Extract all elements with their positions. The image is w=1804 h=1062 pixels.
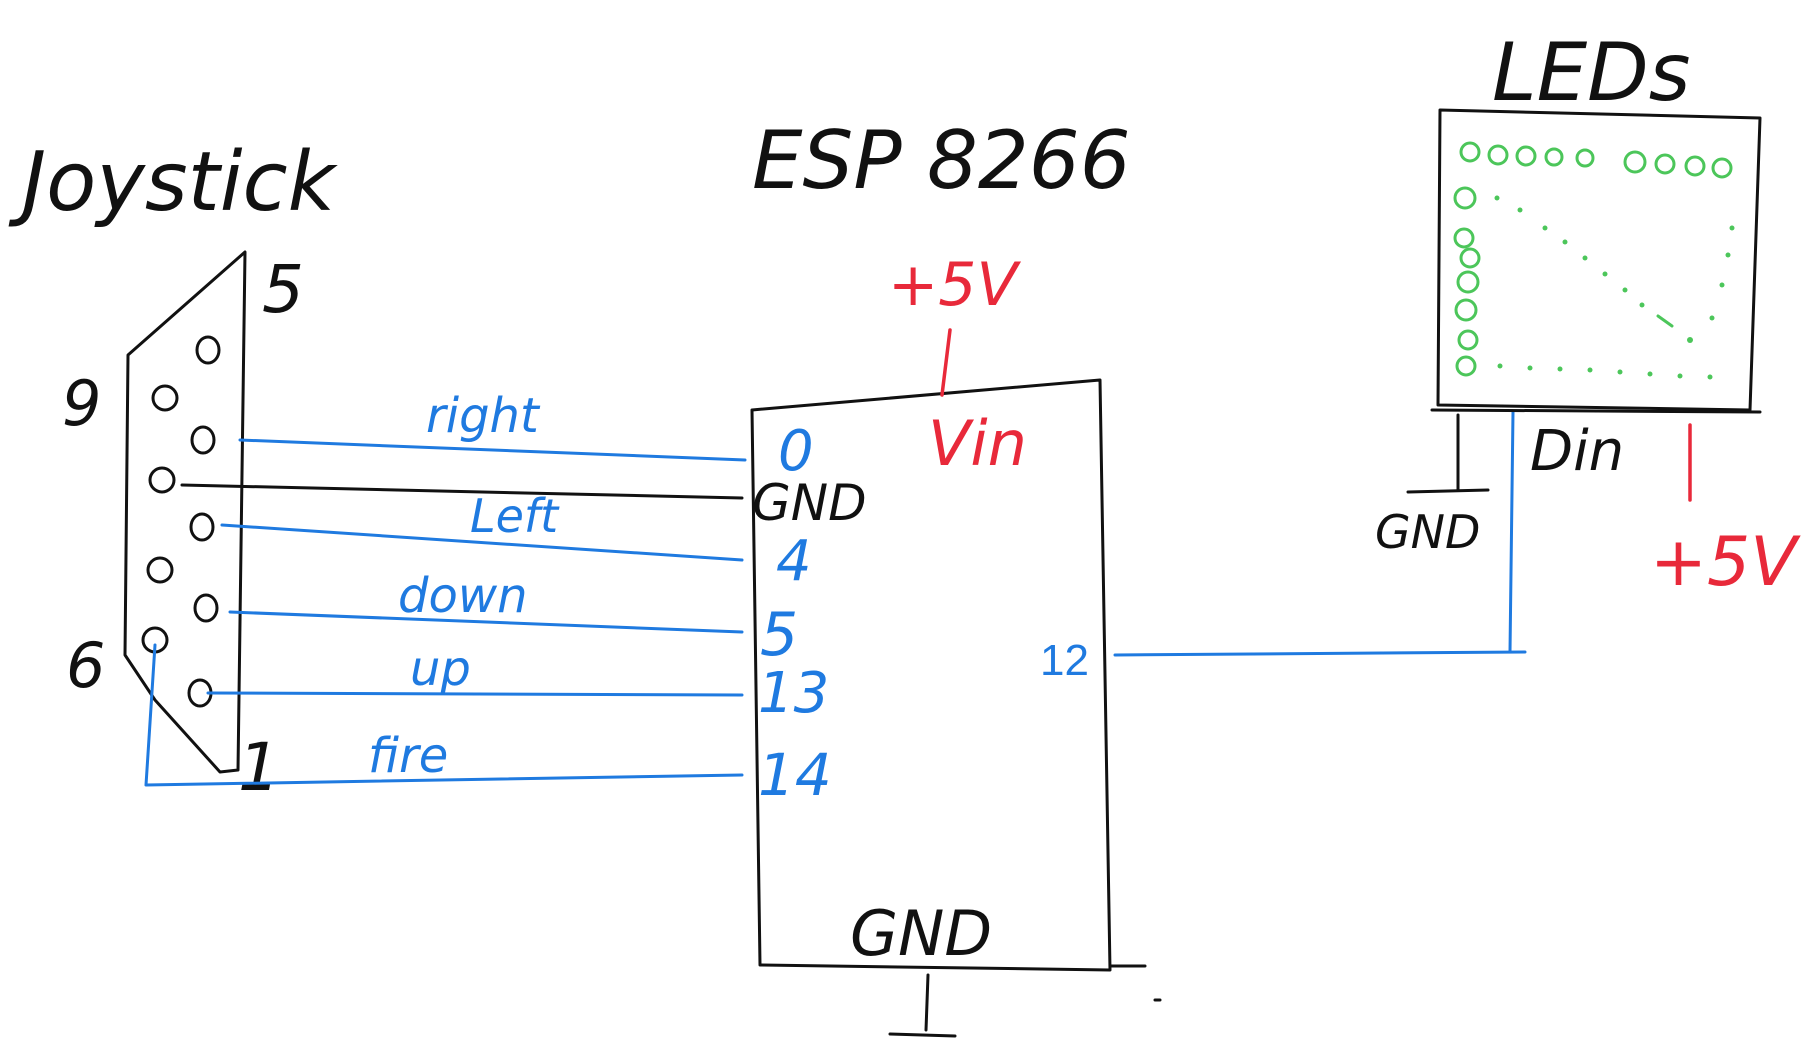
- joystick-pin-hole: [190, 425, 216, 455]
- wire-right: [238, 438, 747, 462]
- led-mark: [1455, 355, 1477, 377]
- led-dot: [1542, 225, 1548, 231]
- joystick-pin-hole: [148, 466, 176, 494]
- joystick-title: Joystick: [8, 135, 339, 230]
- joystick-pin-label-6: 6: [66, 629, 105, 702]
- led-mark: [1456, 270, 1480, 294]
- led-dot: [1497, 363, 1503, 369]
- wire-fire: [144, 643, 744, 787]
- led-dot: [1622, 287, 1628, 293]
- wire-up: [206, 691, 744, 697]
- led-mark: [1654, 153, 1676, 175]
- joystick-group: Joystick 5 9 6 1: [8, 135, 339, 806]
- led-dot: [1709, 315, 1715, 321]
- led-mark: [1575, 148, 1595, 168]
- joystick-pin-label-9: 9: [62, 367, 101, 440]
- led-mark: [1711, 157, 1733, 179]
- led-dot: [1602, 271, 1608, 277]
- esp-pin-12-label: 12: [1040, 636, 1089, 685]
- led-dot: [1677, 373, 1683, 379]
- wire-fire-label: fire: [368, 728, 448, 784]
- joystick-pin-hole: [151, 384, 179, 412]
- joystick-pin-hole: [195, 335, 221, 365]
- leds-bottom-line: [1430, 408, 1762, 414]
- led-dot: [1719, 282, 1725, 288]
- led-mark: [1459, 247, 1481, 269]
- wire-din: [1508, 410, 1515, 654]
- led-mark: [1544, 147, 1564, 167]
- led-mark: [1453, 227, 1475, 249]
- wire-gnd: [180, 483, 744, 500]
- leds-title: LEDs: [1492, 26, 1690, 119]
- leds-panel-outline: [1436, 108, 1762, 412]
- esp-gnd-side-label: GND: [752, 474, 867, 532]
- led-dot: [1687, 337, 1693, 343]
- led-dot: [1707, 374, 1713, 380]
- led-dot: [1725, 252, 1731, 258]
- esp-pin-5-label: 5: [760, 600, 798, 670]
- esp-supply-label: +5V: [888, 250, 1021, 320]
- wires-group: right Left down up fire: [144, 388, 1527, 787]
- wire-data-out: [1113, 650, 1527, 657]
- led-diagonal-dots: [1494, 195, 1735, 380]
- esp-pin-0-label: 0: [778, 419, 814, 484]
- wire-up-label: up: [410, 641, 471, 697]
- joystick-pin-hole: [193, 593, 219, 623]
- led-mark: [1459, 141, 1481, 163]
- led-dot: [1562, 239, 1568, 245]
- joystick-connector-outline: [123, 250, 247, 774]
- wire-left: [220, 523, 744, 562]
- esp-pin-14-label: 14: [758, 741, 832, 809]
- led-mark: [1487, 144, 1509, 166]
- leds-group: LEDs: [1375, 26, 1801, 602]
- esp-supply-wire: [940, 328, 952, 397]
- joystick-pin-label-5: 5: [262, 251, 304, 328]
- led-mark: [1453, 186, 1477, 210]
- led-mark: [1457, 329, 1479, 351]
- joystick-pin-hole: [146, 556, 174, 584]
- led-mark: [1515, 145, 1537, 167]
- esp-pin-4-label: 4: [776, 529, 812, 594]
- led-dot: [1494, 195, 1500, 201]
- leds-supply-label: +5V: [1650, 523, 1801, 602]
- esp-gnd-bottom-label: GND: [850, 897, 992, 970]
- led-dot: [1639, 302, 1645, 308]
- esp-gnd-bottom-wire: [924, 973, 930, 1032]
- esp-group: ESP 8266 +5V Vin 0 GND 4 5 13 14 12 GND: [750, 114, 1162, 1038]
- esp-title: ESP 8266: [752, 114, 1131, 207]
- esp-pin-13-label: 13: [758, 661, 829, 726]
- led-dash: [1656, 314, 1674, 328]
- led-dot: [1729, 225, 1735, 231]
- led-dot: [1517, 207, 1523, 213]
- led-dot: [1587, 367, 1593, 373]
- esp-vin-label: Vin: [928, 407, 1027, 480]
- leds-din-label: Din: [1530, 419, 1624, 484]
- esp-gnd-bottom-bar: [888, 1032, 957, 1038]
- joystick-pin-hole: [189, 512, 215, 542]
- led-mark: [1684, 155, 1706, 177]
- wire-left-label: Left: [470, 489, 560, 543]
- joystick-pin-label-1: 1: [238, 729, 280, 806]
- led-dot: [1557, 366, 1563, 372]
- leds-gnd-bar: [1406, 488, 1490, 494]
- led-dot: [1527, 365, 1533, 371]
- led-dot: [1617, 369, 1623, 375]
- led-mark: [1454, 298, 1478, 322]
- led-dot: [1647, 371, 1653, 377]
- wire-right-label: right: [426, 388, 541, 444]
- wire-down: [228, 610, 744, 634]
- leds-gnd-label: GND: [1375, 505, 1480, 559]
- led-mark: [1623, 150, 1647, 174]
- esp-board-outline: [750, 378, 1112, 972]
- led-dot: [1582, 255, 1588, 261]
- wire-down-label: down: [398, 568, 528, 624]
